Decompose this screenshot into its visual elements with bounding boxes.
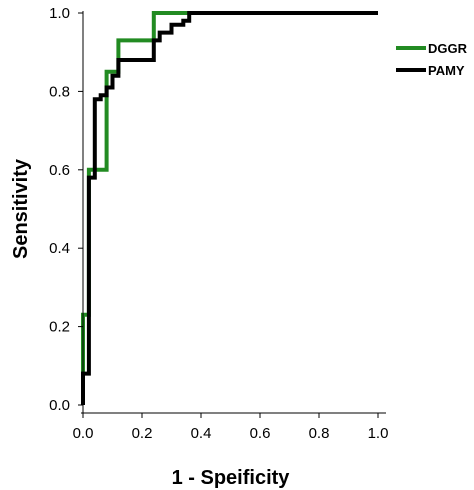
x-tick-label: 0.6: [250, 425, 271, 442]
y-axis-ticks: 0.0 0.2 0.4 0.6 0.8 1.0: [49, 5, 83, 414]
x-tick-label: 0.4: [191, 425, 212, 442]
y-axis-title: Sensitivity: [10, 158, 32, 259]
y-tick-label: 1.0: [49, 5, 70, 22]
axes: [81, 11, 386, 414]
legend-label-pamy: PAMY: [428, 63, 465, 78]
y-tick-label: 0.8: [49, 83, 70, 100]
series-line-dggr: [81, 11, 378, 405]
x-axis-ticks: 0.0 0.2 0.4 0.6 0.8 1.0: [73, 413, 389, 442]
legend: DGGR PAMY: [396, 41, 468, 78]
x-axis-title: 1 - Speificity: [172, 467, 291, 489]
legend-label-dggr: DGGR: [428, 41, 468, 56]
x-tick-label: 0.2: [132, 425, 153, 442]
plot-area: [81, 11, 378, 405]
series-line-pamy: [81, 11, 378, 405]
x-tick-label: 0.8: [309, 425, 330, 442]
y-tick-label: 0.6: [49, 162, 70, 179]
x-tick-label: 0.0: [73, 425, 94, 442]
y-tick-label: 0.4: [49, 240, 70, 257]
x-tick-label: 1.0: [368, 425, 389, 442]
y-tick-label: 0.2: [49, 319, 70, 336]
y-tick-label: 0.0: [49, 397, 70, 414]
